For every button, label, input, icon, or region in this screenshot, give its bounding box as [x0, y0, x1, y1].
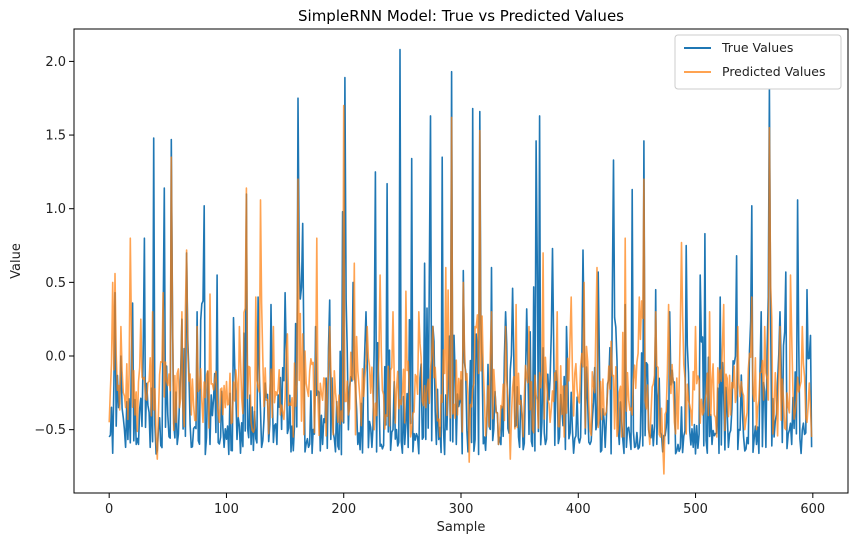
plot-area	[108, 48, 813, 475]
x-tick-label: 300	[449, 502, 474, 517]
series-line-predicted-values	[108, 104, 813, 475]
y-tick-label: 0.0	[45, 350, 66, 365]
legend-box	[674, 34, 842, 90]
x-tick-label: 500	[683, 502, 708, 517]
x-tick-label: 600	[800, 502, 825, 517]
y-axis: −0.5 0.0 0.5 1.0 1.5 2.0	[34, 55, 74, 438]
x-tick-label: 400	[566, 502, 591, 517]
x-tick-label: 200	[331, 502, 356, 517]
x-tick-label: 100	[214, 502, 239, 517]
y-tick-label: 0.5	[45, 276, 66, 291]
y-tick-label: 1.5	[45, 129, 66, 144]
y-tick-label: 2.0	[45, 55, 66, 70]
y-axis-label: Value	[9, 243, 24, 279]
x-axis-label: Sample	[437, 520, 486, 535]
chart-title: SimpleRNN Model: True vs Predicted Value…	[298, 7, 624, 25]
legend-label-true: True Values	[721, 40, 793, 55]
y-tick-label: 1.0	[45, 202, 66, 217]
legend-label-predicted: Predicted Values	[722, 64, 826, 79]
x-axis: 0 100 200 300 400 500 600	[105, 493, 825, 517]
legend: True Values Predicted Values	[674, 34, 842, 90]
x-tick-label: 0	[105, 502, 113, 517]
y-tick-label: −0.5	[34, 423, 66, 438]
